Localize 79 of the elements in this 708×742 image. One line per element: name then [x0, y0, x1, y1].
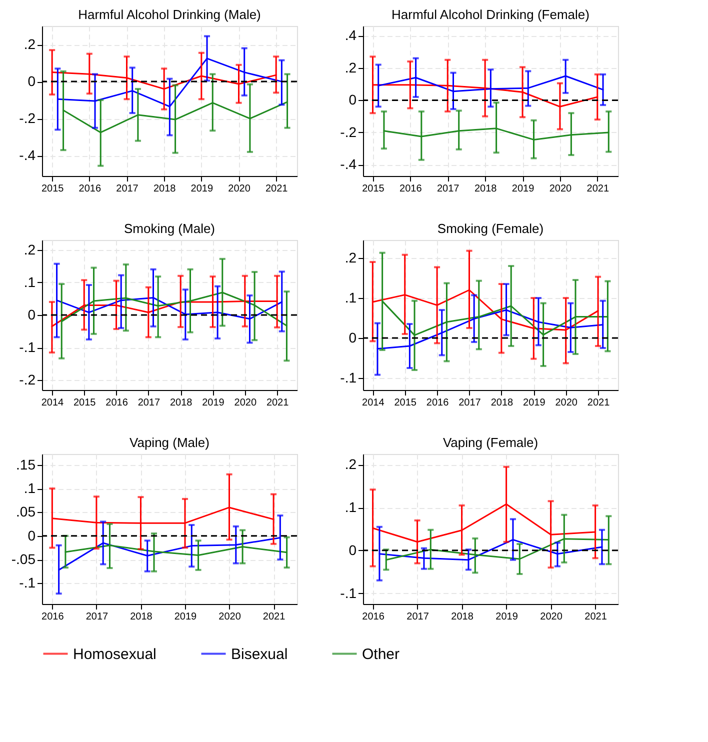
y-tick-label: 0	[348, 92, 357, 108]
y-tick-label: -.1	[19, 574, 36, 591]
x-tick-label: 2016	[426, 398, 450, 408]
x-tick-label: 2018	[153, 184, 176, 194]
x-tick-label: 2020	[540, 612, 563, 622]
x-tick-label: 2017	[86, 612, 109, 622]
x-tick-label: 2018	[490, 398, 514, 408]
x-tick-label: 2021	[262, 612, 286, 622]
x-tick-label: 2018	[451, 612, 474, 622]
x-tick-label: 2017	[458, 398, 482, 408]
legend-label: Bisexual	[231, 646, 288, 663]
chart-title: Smoking (Female)	[437, 221, 544, 236]
x-tick-label: 2014	[41, 398, 64, 408]
x-tick-label: 2015	[362, 184, 385, 194]
y-tick-label: -.2	[340, 124, 357, 140]
y-tick-label: -.2	[19, 110, 36, 126]
x-tick-label: 2019	[190, 184, 214, 194]
y-tick-label: .1	[344, 499, 357, 516]
x-tick-label: 2014	[362, 398, 385, 408]
y-tick-label: -.4	[19, 147, 36, 164]
x-tick-label: 2021	[587, 398, 610, 408]
y-tick-label: .2	[24, 36, 36, 52]
legend-label: Homosexual	[73, 646, 156, 663]
x-tick-label: 2020	[234, 398, 257, 408]
y-tick-label: .2	[344, 456, 357, 472]
x-tick-label: 2017	[116, 184, 139, 194]
x-tick-label: 2020	[218, 612, 242, 622]
x-tick-label: 2020	[549, 184, 572, 194]
x-tick-label: 2016	[78, 184, 102, 194]
x-tick-label: 2020	[228, 184, 251, 194]
x-tick-label: 2018	[170, 398, 193, 408]
x-tick-label: 2019	[523, 398, 546, 408]
x-tick-label: 2019	[174, 612, 198, 622]
y-tick-label: 0	[28, 527, 36, 544]
y-tick-label: .4	[344, 27, 357, 44]
y-tick-label: 0	[348, 330, 357, 346]
y-tick-label: .2	[24, 241, 36, 258]
y-tick-label: 0	[28, 73, 36, 90]
x-tick-label: 2016	[400, 184, 422, 194]
x-tick-label: 2018	[130, 612, 153, 622]
x-tick-label: 2016	[42, 612, 64, 622]
y-tick-label: -.1	[19, 339, 36, 356]
chart-title: Vaping (Male)	[130, 435, 210, 450]
chart-title: Harmful Alcohol Drinking (Female)	[392, 7, 590, 22]
x-tick-label: 2017	[138, 398, 160, 408]
x-tick-label: 2016	[362, 612, 385, 622]
y-tick-label: .1	[24, 274, 36, 290]
y-tick-label: -.05	[11, 551, 36, 568]
x-tick-label: 2015	[41, 184, 64, 194]
y-tick-label: .2	[344, 250, 357, 266]
x-tick-label: 2020	[555, 398, 578, 408]
y-tick-label: .15	[16, 456, 36, 472]
y-tick-label: .05	[16, 504, 36, 520]
x-tick-label: 2019	[496, 612, 518, 622]
x-tick-label: 2019	[202, 398, 225, 408]
chart-title: Vaping (Female)	[442, 435, 538, 450]
x-tick-label: 2015	[74, 398, 96, 408]
x-tick-label: 2018	[474, 184, 498, 194]
chart-title: Harmful Alcohol Drinking (Male)	[78, 7, 261, 22]
y-tick-label: -.1	[340, 584, 357, 601]
x-tick-label: 2017	[406, 612, 430, 622]
y-tick-label: 0	[348, 542, 357, 558]
legend-label: Other	[362, 646, 400, 663]
x-tick-label: 2016	[106, 398, 128, 408]
x-tick-label: 2021	[266, 398, 290, 408]
y-tick-label: .1	[344, 290, 357, 306]
y-tick-label: .1	[24, 480, 36, 496]
y-tick-label: -.4	[340, 156, 357, 172]
x-tick-label: 2021	[265, 184, 288, 194]
x-tick-label: 2021	[586, 184, 610, 194]
y-tick-label: -.2	[19, 372, 36, 388]
chart-title: Smoking (Male)	[124, 221, 216, 236]
y-tick-label: -.1	[340, 370, 357, 386]
x-tick-label: 2019	[512, 184, 535, 194]
x-tick-label: 2015	[394, 398, 417, 408]
x-tick-label: 2021	[584, 612, 608, 622]
y-tick-label: .2	[344, 59, 357, 76]
y-tick-label: 0	[28, 306, 36, 322]
x-tick-label: 2017	[437, 184, 460, 194]
